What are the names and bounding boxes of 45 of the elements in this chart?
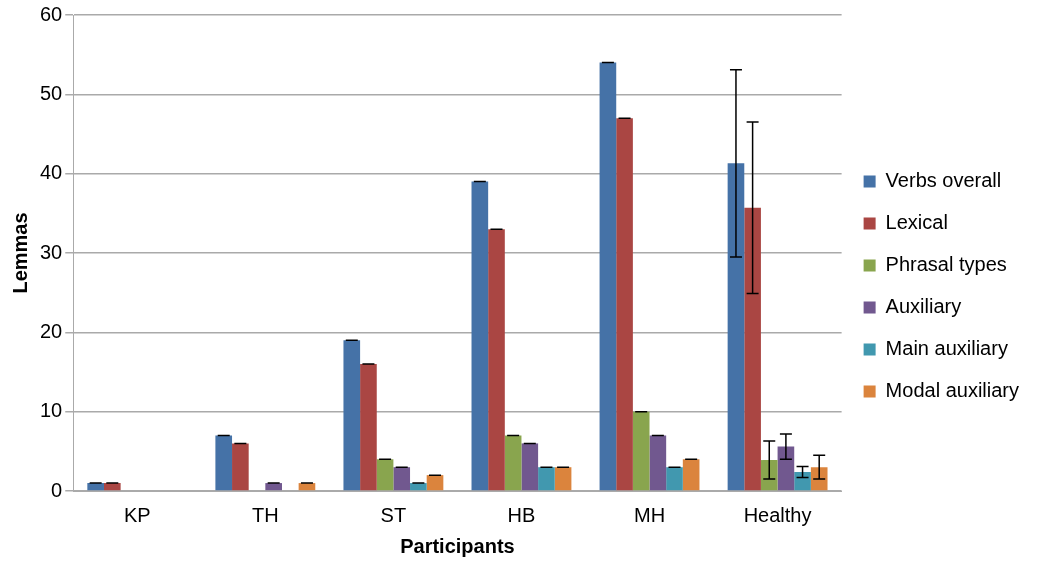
legend-label: Lexical xyxy=(885,211,948,234)
bar xyxy=(488,229,505,491)
legend-label: Phrasal types xyxy=(885,253,1007,276)
y-tick-label: 50 xyxy=(40,81,63,104)
bar xyxy=(616,118,633,491)
bar xyxy=(649,435,667,491)
bar xyxy=(471,181,489,491)
bar xyxy=(393,467,411,491)
legend-label: Main auxiliary xyxy=(885,337,1008,360)
bar xyxy=(744,207,761,491)
bar xyxy=(727,163,745,491)
legend-label: Modal auxiliary xyxy=(885,379,1019,402)
bar xyxy=(426,475,444,491)
bar xyxy=(682,459,700,491)
x-tick-label: Healthy xyxy=(743,503,812,526)
bar xyxy=(215,435,233,491)
bar xyxy=(360,364,377,491)
legend-label: Auxiliary xyxy=(885,295,962,318)
legend-label: Verbs overall xyxy=(885,169,1002,192)
y-axis-title: Lemmas xyxy=(8,212,31,294)
bar xyxy=(376,459,394,491)
bar xyxy=(777,446,795,491)
x-axis-title: Participants xyxy=(400,534,515,557)
y-tick-label: 0 xyxy=(51,478,63,501)
x-tick-label: KP xyxy=(123,503,151,526)
bar xyxy=(343,340,361,491)
x-tick-label: HB xyxy=(507,503,536,526)
bar xyxy=(538,467,555,491)
bar xyxy=(521,443,539,491)
y-tick-label: 60 xyxy=(40,2,63,25)
x-tick-label: MH xyxy=(633,503,666,526)
y-tick-label: 40 xyxy=(40,161,63,184)
y-tick-label: 20 xyxy=(40,319,63,342)
bar xyxy=(760,460,778,491)
bar xyxy=(599,62,617,491)
bar xyxy=(554,467,572,491)
bar xyxy=(232,443,249,491)
bar xyxy=(504,435,522,491)
bar xyxy=(666,467,683,491)
bar xyxy=(632,411,650,491)
x-tick-label: TH xyxy=(252,503,279,526)
y-tick-label: 10 xyxy=(40,399,63,422)
bar xyxy=(794,471,811,491)
x-tick-label: ST xyxy=(380,503,407,526)
y-tick-label: 30 xyxy=(40,240,63,263)
